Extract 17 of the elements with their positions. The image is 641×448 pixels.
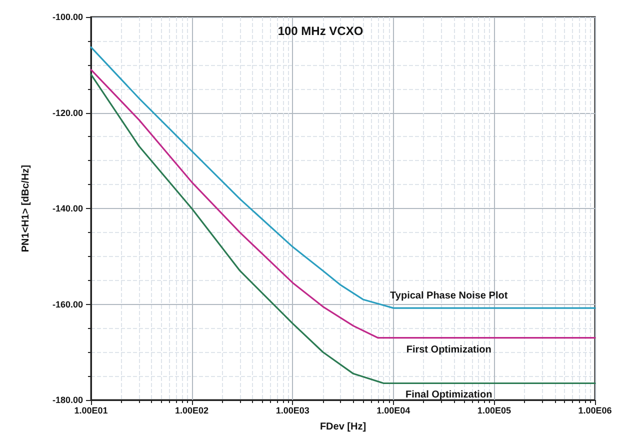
series-label: First Optimization (406, 344, 492, 356)
x-tick-label: 1.00E06 (578, 406, 612, 416)
series-label: Final Optimization (406, 390, 492, 401)
y-tick-label: -120.00 (52, 108, 83, 118)
x-tick-label: 1.00E04 (376, 406, 410, 416)
y-tick-label: -140.00 (52, 204, 83, 214)
x-axis-title: FDev [Hz] (320, 422, 366, 432)
y-tick-label: -160.00 (52, 299, 83, 310)
series-label: Typical Phase Noise Plot (390, 290, 508, 302)
x-tick-label: 1.00E05 (477, 406, 511, 416)
y-axis-title: PN1<H1> [dBc/Hz] (20, 164, 32, 252)
x-tick-label: 1.00E01 (74, 406, 108, 416)
y-tick-label: -180.00 (52, 395, 83, 405)
text: 100 MHz VCXO (278, 24, 364, 38)
y-tick-label: -100.00 (52, 12, 83, 22)
x-tick-label: 1.00E03 (276, 406, 310, 416)
x-tick-label: 1.00E02 (175, 406, 209, 416)
